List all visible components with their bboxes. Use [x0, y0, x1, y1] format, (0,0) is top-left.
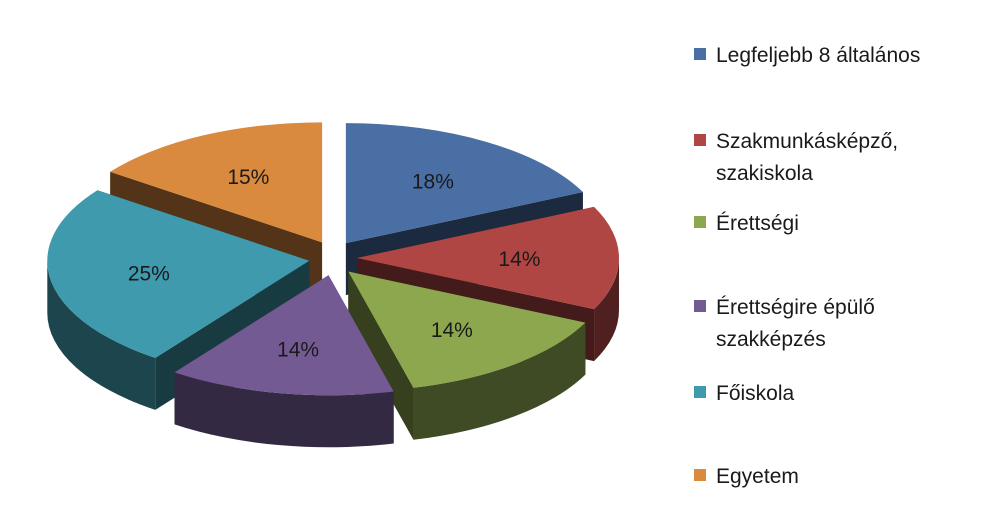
slice-1: [357, 206, 619, 310]
slice-rim-2-0: [413, 322, 586, 440]
legend-item-3: Érettségire épülő szakképzés: [694, 292, 976, 356]
legend-swatch-3: [694, 300, 706, 312]
legend-swatch-2: [694, 216, 706, 228]
slice-0: [345, 123, 583, 244]
data-label-1: 14%: [498, 248, 540, 271]
legend-label-5: Egyetem: [716, 465, 799, 488]
slice-labels: 18% 14% 14% 14% 25% 15%: [128, 166, 541, 361]
slice-tops: [47, 122, 619, 396]
data-label-3: 14%: [277, 338, 319, 361]
legend-swatch-4: [694, 386, 706, 398]
legend-item-1: Szakmunkásképző, szakiskola: [694, 126, 976, 190]
legend-label-1: Szakmunkásképző, szakiskola: [716, 130, 899, 185]
data-label-5: 15%: [227, 166, 269, 189]
slice-5: [110, 122, 323, 243]
legend-swatch-5: [694, 469, 706, 481]
slice-2: [348, 271, 586, 388]
slice-rim-3-0: [174, 372, 394, 448]
legend-label-4: Főiskola: [716, 382, 795, 405]
data-label-2: 14%: [431, 319, 473, 342]
legend-label-2: Érettségi: [716, 212, 799, 235]
legend-item-2: Érettségi: [694, 208, 976, 240]
slice-4: [47, 190, 310, 358]
slice-3: [174, 275, 394, 396]
legend-label-3: Érettségire épülő szakképzés: [716, 296, 875, 351]
legend-label-0: Legfeljebb 8 általános: [716, 44, 921, 67]
slice-wall-2-1: [348, 271, 414, 440]
slice-rim-4-0: [47, 260, 156, 410]
data-label-4: 25%: [128, 262, 170, 285]
legend: Legfeljebb 8 általános Szakmunkásképző, …: [694, 0, 984, 518]
slice-rim-1-0: [594, 258, 619, 362]
data-label-0: 18%: [412, 170, 454, 193]
legend-swatch-1: [694, 134, 706, 146]
legend-swatch-0: [694, 48, 706, 60]
legend-item-5: Egyetem: [694, 461, 976, 493]
legend-item-4: Főiskola: [694, 378, 976, 410]
legend-item-0: Legfeljebb 8 általános: [694, 40, 976, 72]
